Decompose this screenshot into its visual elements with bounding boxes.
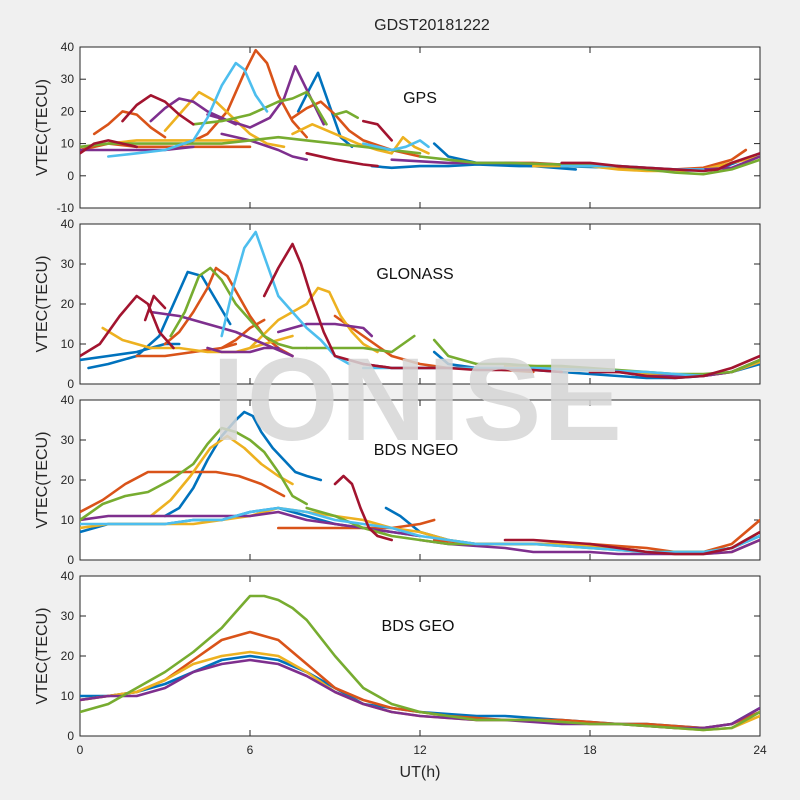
series-line xyxy=(276,322,374,338)
series-group xyxy=(80,594,760,732)
y-tick-label: 30 xyxy=(61,433,75,447)
y-tick-label: 20 xyxy=(61,649,75,663)
series-line xyxy=(163,410,323,518)
panel-frame xyxy=(79,575,761,737)
panel-frame xyxy=(79,223,761,385)
series-line xyxy=(101,326,294,354)
y-axis-label: VTEC(TECU) xyxy=(34,608,51,705)
series-line xyxy=(333,474,394,542)
series-line xyxy=(80,294,175,358)
series-line xyxy=(333,354,564,374)
series-line xyxy=(149,434,294,518)
y-tick-label: 0 xyxy=(67,377,74,391)
y-tick-label: 30 xyxy=(61,257,75,271)
panel-system-label: BDS NGEO xyxy=(374,442,458,459)
panel-3: 0 10 20 30 40 0 6 12 18 24 VTEC(TECU) BDS GEO xyxy=(34,569,767,757)
series-line xyxy=(149,310,294,358)
panel-frame xyxy=(79,46,761,209)
series-line xyxy=(361,119,394,142)
y-axis-label: VTEC(TECU) xyxy=(34,256,51,353)
y-tick-label: 0 xyxy=(67,729,74,743)
series-line xyxy=(560,152,760,173)
series-line xyxy=(206,346,280,354)
y-tick-label: 0 xyxy=(67,553,74,567)
y-tick-label: 20 xyxy=(61,473,75,487)
series-line xyxy=(333,110,360,120)
series-line xyxy=(192,90,328,126)
y-tick-label: 40 xyxy=(61,217,75,231)
y-tick-label: 40 xyxy=(61,569,75,583)
series-line xyxy=(361,139,430,152)
panel-system-label: GPS xyxy=(403,90,437,107)
series-line xyxy=(87,270,232,370)
series-group xyxy=(80,48,760,176)
series-line xyxy=(503,530,760,556)
series-group xyxy=(80,410,760,556)
series-line xyxy=(220,230,351,366)
panel-system-label: BDS GEO xyxy=(382,618,455,635)
y-tick-label: 0 xyxy=(67,169,74,183)
x-tick-label: 18 xyxy=(583,743,597,757)
series-line xyxy=(107,61,269,158)
y-tick-label: 10 xyxy=(61,337,75,351)
series-line xyxy=(80,426,309,522)
y-axis-label: VTEC(TECU) xyxy=(34,432,51,529)
series-line xyxy=(390,135,430,155)
series-line xyxy=(206,65,326,129)
series-line xyxy=(80,139,138,155)
y-tick-label: 10 xyxy=(61,513,75,527)
y-tick-label: 30 xyxy=(61,72,75,86)
x-axis-label: UT(h) xyxy=(400,764,441,781)
series-line xyxy=(248,286,379,354)
panel-2: 0 10 20 30 40 VTEC(TECU) BDS NGEO xyxy=(34,393,761,567)
series-line xyxy=(220,132,309,161)
series-line xyxy=(291,123,394,155)
y-tick-label: -10 xyxy=(57,201,75,215)
x-tick-label: 6 xyxy=(247,743,254,757)
series-group xyxy=(80,230,760,380)
series-line xyxy=(107,139,252,145)
y-tick-label: 40 xyxy=(61,393,75,407)
series-line xyxy=(80,142,252,152)
series-line xyxy=(305,152,379,168)
watermark-text: IONISE xyxy=(212,334,624,466)
y-tick-label: 40 xyxy=(61,40,75,54)
x-tick-label: 0 xyxy=(77,743,84,757)
x-tick-label: 24 xyxy=(753,743,767,757)
series-line xyxy=(80,594,760,732)
series-line xyxy=(143,294,167,322)
series-line xyxy=(262,242,337,358)
series-line xyxy=(80,135,422,155)
y-tick-label: 20 xyxy=(61,104,75,118)
series-line xyxy=(169,266,309,350)
series-line xyxy=(80,145,195,152)
x-tick-label: 12 xyxy=(413,743,427,757)
series-line xyxy=(432,338,760,376)
series-line xyxy=(121,94,195,126)
chart-title: GDST20181222 xyxy=(374,17,490,34)
y-tick-label: 10 xyxy=(61,137,75,151)
panel-1: 0 10 20 30 40 VTEC(TECU) GLONASS xyxy=(34,217,761,391)
series-line xyxy=(588,354,760,380)
y-tick-label: 20 xyxy=(61,297,75,311)
panel-0: -10 0 10 20 30 40 VTEC(TECU) GPS xyxy=(34,40,761,215)
y-tick-label: 10 xyxy=(61,689,75,703)
series-line xyxy=(186,48,309,145)
panel-system-label: GLONASS xyxy=(376,266,453,283)
series-line xyxy=(163,90,286,149)
y-axis-label: VTEC(TECU) xyxy=(34,79,51,176)
y-tick-label: 30 xyxy=(61,609,75,623)
